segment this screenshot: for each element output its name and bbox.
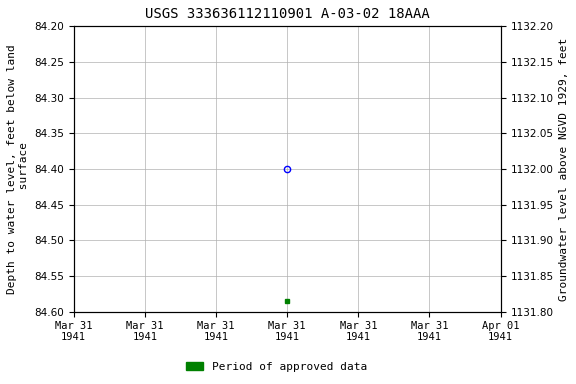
Y-axis label: Groundwater level above NGVD 1929, feet: Groundwater level above NGVD 1929, feet [559,38,569,301]
Y-axis label: Depth to water level, feet below land
 surface: Depth to water level, feet below land su… [7,44,29,294]
Legend: Period of approved data: Period of approved data [181,358,372,377]
Title: USGS 333636112110901 A-03-02 18AAA: USGS 333636112110901 A-03-02 18AAA [145,7,430,21]
